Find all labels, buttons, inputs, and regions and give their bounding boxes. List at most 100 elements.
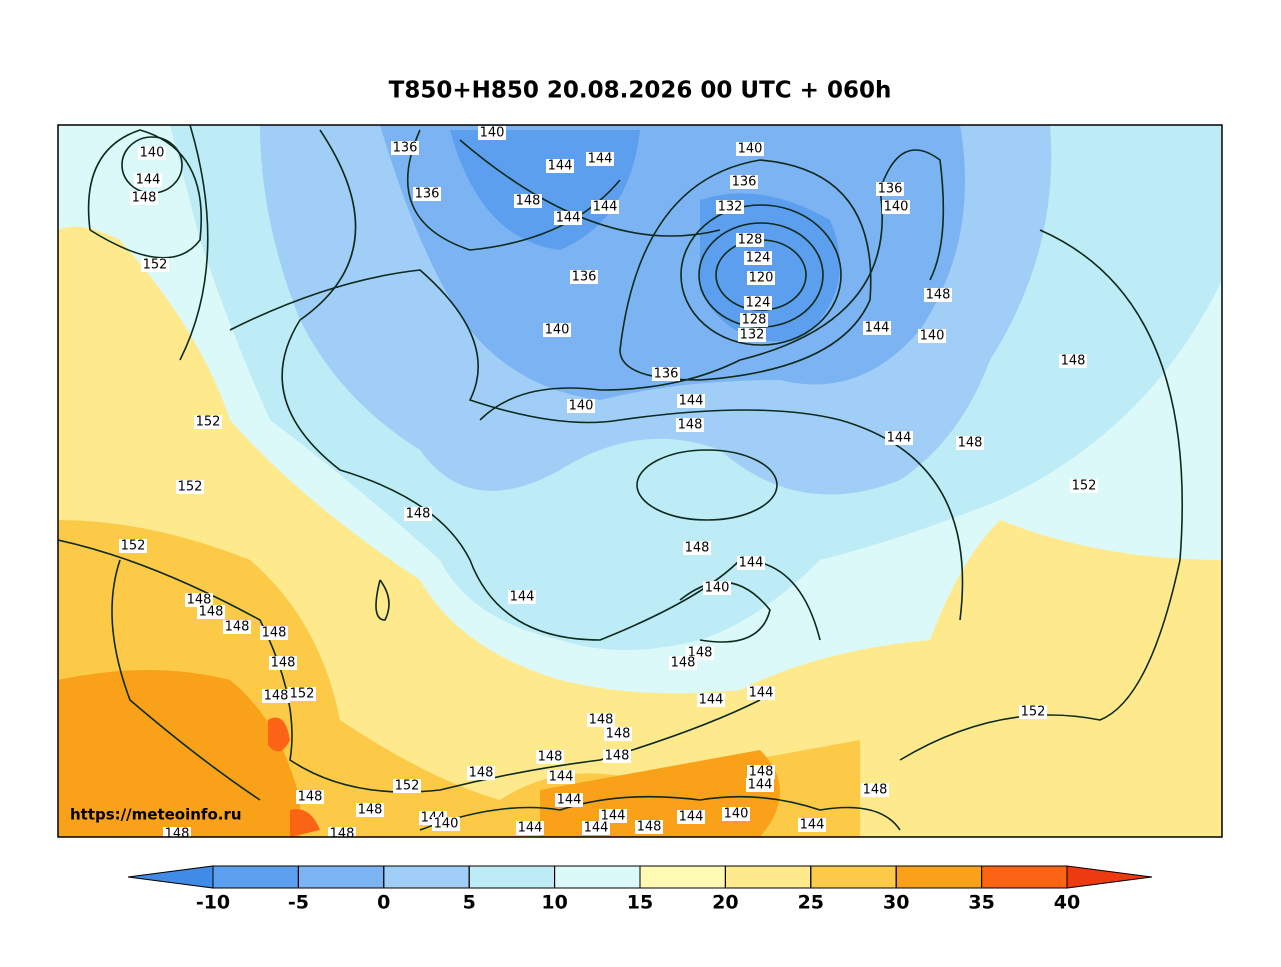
contour-label-bg bbox=[547, 770, 575, 784]
contour-label-bg bbox=[676, 418, 704, 432]
contour-label-bg bbox=[176, 480, 204, 494]
contour-label-bg bbox=[269, 656, 297, 670]
contour-label-bg bbox=[432, 817, 460, 831]
colorbar-bin bbox=[468, 865, 556, 889]
contour-label: 152 bbox=[121, 539, 146, 554]
contour-label: 152 bbox=[290, 687, 315, 702]
cold-core bbox=[450, 130, 840, 342]
colorbar-bin bbox=[554, 865, 641, 889]
colorbar-bin bbox=[724, 865, 812, 889]
contour-label: 136 bbox=[654, 367, 679, 382]
contour-label: 144 bbox=[593, 200, 618, 215]
map-frame bbox=[57, 124, 1223, 838]
contour-label: 148 bbox=[605, 749, 630, 764]
contour-label: 148 bbox=[330, 827, 355, 842]
contour-label: 128 bbox=[742, 313, 767, 328]
contour-label-bg bbox=[555, 793, 583, 807]
contour-label-bg bbox=[882, 200, 910, 214]
contour-label: 136 bbox=[878, 182, 903, 197]
contour-label: 140 bbox=[705, 581, 730, 596]
contour-label: 124 bbox=[746, 296, 771, 311]
contour-label-bg bbox=[391, 141, 419, 155]
contour-label-bg bbox=[876, 182, 904, 196]
contour-label-bg bbox=[570, 270, 598, 284]
contour-label-bg bbox=[586, 152, 614, 166]
contour-label: 144 bbox=[557, 793, 582, 808]
contour-label-bg bbox=[730, 175, 758, 189]
contour-label: 144 bbox=[679, 810, 704, 825]
contour-label-bg bbox=[413, 187, 441, 201]
colorbar-tick-label: 15 bbox=[627, 892, 653, 914]
contour-label-bg bbox=[260, 626, 288, 640]
contour-label: 152 bbox=[143, 258, 168, 273]
contour-label: 144 bbox=[136, 173, 161, 188]
contour-label-bg bbox=[599, 809, 627, 823]
contour-label-bg bbox=[467, 766, 495, 780]
colorbar-tick-label: 20 bbox=[712, 892, 738, 914]
contour-label: 140 bbox=[724, 807, 749, 822]
contour-label-bg bbox=[514, 194, 542, 208]
warm-core bbox=[58, 670, 780, 837]
contour-label-bg bbox=[677, 810, 705, 824]
contour-label: 140 bbox=[569, 399, 594, 414]
contour-label: 152 bbox=[1072, 479, 1097, 494]
contour-label-bg bbox=[536, 750, 564, 764]
contour-label: 148 bbox=[264, 689, 289, 704]
contour-label: 144 bbox=[800, 818, 825, 833]
contour-label-bg bbox=[546, 159, 574, 173]
contour-label: 148 bbox=[298, 790, 323, 805]
watermark: https://meteoinfo.ru bbox=[70, 806, 242, 824]
colorbar-bin bbox=[639, 865, 726, 889]
contour-label: 144 bbox=[699, 693, 724, 708]
contour-label: 152 bbox=[395, 779, 420, 794]
contour-label: 148 bbox=[606, 727, 631, 742]
contour-label-bg bbox=[737, 556, 765, 570]
colorbar-bin bbox=[895, 865, 983, 889]
contour-label: 124 bbox=[746, 251, 771, 266]
contour-label: 152 bbox=[1021, 705, 1046, 720]
contour-label-bg bbox=[356, 803, 384, 817]
contour-label-bg bbox=[744, 296, 772, 310]
contour-label: 148 bbox=[406, 507, 431, 522]
contour-label: 144 bbox=[548, 159, 573, 174]
contour-label-bg bbox=[1059, 354, 1087, 368]
contour-label-bg bbox=[1070, 479, 1098, 493]
contour-label: 120 bbox=[749, 271, 774, 286]
contour-label-bg bbox=[697, 693, 725, 707]
contour-label-bg bbox=[885, 431, 913, 445]
contour-label-bg bbox=[554, 211, 582, 225]
contour-label-bg bbox=[478, 126, 506, 140]
contour-label: 144 bbox=[584, 821, 609, 836]
contour-label: 152 bbox=[178, 480, 203, 495]
contour-label-bg bbox=[861, 783, 889, 797]
contour-label-bg bbox=[703, 581, 731, 595]
contour-label: 140 bbox=[884, 200, 909, 215]
contour-label-bg bbox=[652, 367, 680, 381]
contour-label: 140 bbox=[140, 146, 165, 161]
contour-label: 148 bbox=[685, 541, 710, 556]
colorbar-tick-label: -10 bbox=[196, 892, 230, 914]
contour-label-bg bbox=[262, 689, 290, 703]
contour-label-bg bbox=[747, 686, 775, 700]
contour-label-bg bbox=[134, 173, 162, 187]
contour-label: 148 bbox=[165, 827, 190, 842]
contour-label-bg bbox=[543, 323, 571, 337]
contour-label-bg bbox=[508, 590, 536, 604]
contour-label-bg bbox=[798, 818, 826, 832]
contour-label-bg bbox=[747, 765, 775, 779]
colorbar-bin bbox=[383, 865, 470, 889]
colorbar-bin bbox=[810, 865, 897, 889]
contour-label-bg bbox=[1019, 705, 1047, 719]
contour-label: 148 bbox=[225, 620, 250, 635]
contour-label-bg bbox=[918, 329, 946, 343]
contour-label: 140 bbox=[545, 323, 570, 338]
contour-label-bg bbox=[288, 687, 316, 701]
contour-label: 148 bbox=[262, 626, 287, 641]
colorbar-tick-label: 35 bbox=[968, 892, 994, 914]
contour-label-bg bbox=[747, 271, 775, 285]
contour-label-bg bbox=[738, 328, 766, 342]
contour-label: 148 bbox=[958, 436, 983, 451]
contour-label-bg bbox=[716, 200, 744, 214]
